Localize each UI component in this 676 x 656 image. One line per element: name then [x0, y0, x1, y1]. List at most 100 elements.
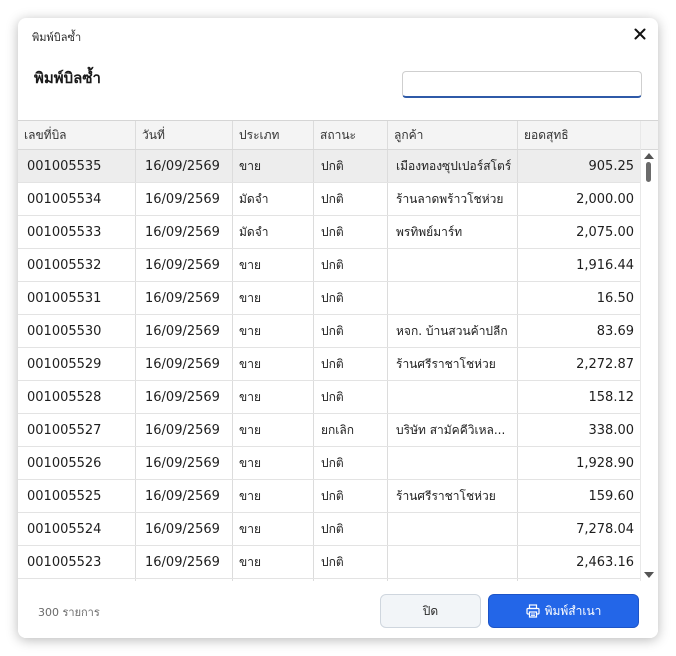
cell-status: ปกติ: [314, 348, 388, 380]
table-row[interactable]: 001005535 16/09/2569 ขาย ปกติ เมืองทองซุปเปอ…: [18, 150, 641, 183]
cell-status: ปกติ: [314, 546, 388, 578]
cell-bill-no: 001005526: [18, 447, 136, 479]
cell-bill-no: 001005528: [18, 381, 136, 413]
search-input[interactable]: [402, 71, 642, 98]
close-dialog-label: ปิด: [422, 603, 439, 618]
cell-date: 16/09/2569: [136, 216, 233, 248]
cell-type: ขาย: [233, 480, 314, 512]
cell-bill-no: 001005522: [18, 579, 136, 581]
cell-type: ขาย: [233, 546, 314, 578]
cell-bill-no: 001005531: [18, 282, 136, 314]
cell-type: ขาย: [233, 282, 314, 314]
cell-bill-no: 001005534: [18, 183, 136, 215]
cell-customer: หจก. บ้านสวนค้าปลีก: [388, 315, 518, 347]
cell-date: 16/09/2569: [136, 183, 233, 215]
cell-date: 16/09/2569: [136, 447, 233, 479]
cell-customer: พรทิพย์มาร์ท: [388, 216, 518, 248]
cell-type: ขาย: [233, 414, 314, 446]
close-dialog-button[interactable]: ปิด: [380, 594, 481, 628]
cell-total: 159.60: [518, 480, 641, 512]
table-row[interactable]: 001005528 16/09/2569 ขาย ปกติ 158.12: [18, 381, 641, 414]
scroll-up-arrow-icon[interactable]: [644, 153, 654, 159]
scroll-thumb[interactable]: [646, 162, 651, 182]
cell-status: ปกติ: [314, 579, 388, 581]
cell-type: มัดจำ: [233, 183, 314, 215]
cell-customer: [388, 249, 518, 281]
cell-status: ปกติ: [314, 315, 388, 347]
cell-type: ขาย: [233, 579, 314, 581]
cell-customer: [388, 546, 518, 578]
cell-bill-no: 001005532: [18, 249, 136, 281]
cell-type: ขาย: [233, 150, 314, 182]
table-row[interactable]: 001005524 16/09/2569 ขาย ปกติ 7,278.04: [18, 513, 641, 546]
cell-status: ปกติ: [314, 150, 388, 182]
table-row[interactable]: 001005529 16/09/2569 ขาย ปกติ ร้านศรีราชาโชห…: [18, 348, 641, 381]
table-body: เลขที่บิล วันที่ ประเภท สถานะ ลูกค้า ยอด…: [18, 121, 641, 581]
cell-type: ขาย: [233, 447, 314, 479]
table-row[interactable]: 001005530 16/09/2569 ขาย ปกติ หจก. บ้านสวนค้…: [18, 315, 641, 348]
cell-status: ปกติ: [314, 249, 388, 281]
page-title: พิมพ์บิลซ้ำ: [34, 69, 101, 87]
cell-date: 16/09/2569: [136, 150, 233, 182]
dialog-footer: 300 รายการ ปิด พิมพ์สำเนา: [18, 581, 658, 638]
cell-date: 16/09/2569: [136, 381, 233, 413]
cell-status: ปกติ: [314, 447, 388, 479]
cell-date: 16/09/2569: [136, 348, 233, 380]
cell-type: ขาย: [233, 249, 314, 281]
table-row[interactable]: 001005527 16/09/2569 ขาย ยกเลิก บริษัท สามัค…: [18, 414, 641, 447]
cell-date: 16/09/2569: [136, 249, 233, 281]
cell-bill-no: 001005525: [18, 480, 136, 512]
cell-customer: บริษัท สามัคคีวิเหล...: [388, 414, 518, 446]
table-row[interactable]: 001005525 16/09/2569 ขาย ปกติ ร้านศรีราชาโชห…: [18, 480, 641, 513]
column-header-type[interactable]: ประเภท: [233, 121, 314, 149]
cell-total: 7,278.04: [518, 513, 641, 545]
table-row[interactable]: 001005533 16/09/2569 มัดจำ ปกติ พรทิพย์มาร์ท…: [18, 216, 641, 249]
cell-total: 338.00: [518, 414, 641, 446]
table-row[interactable]: 001005531 16/09/2569 ขาย ปกติ 16.50: [18, 282, 641, 315]
cell-date: 16/09/2569: [136, 282, 233, 314]
cell-bill-no: 001005524: [18, 513, 136, 545]
column-header-customer[interactable]: ลูกค้า: [388, 121, 518, 149]
cell-date: 16/09/2569: [136, 546, 233, 578]
table-rows: 001005535 16/09/2569 ขาย ปกติ เมืองทองซุปเปอ…: [18, 150, 641, 581]
column-header-status[interactable]: สถานะ: [314, 121, 388, 149]
cell-customer: [388, 513, 518, 545]
cell-date: 16/09/2569: [136, 414, 233, 446]
scroll-down-arrow-icon[interactable]: [644, 572, 654, 578]
scrollbar-header-gap: [641, 121, 658, 150]
cell-status: ปกติ: [314, 480, 388, 512]
print-copy-label: พิมพ์สำเนา: [544, 603, 602, 618]
cell-customer: ร้านศรีราชาโชห่วย: [388, 480, 518, 512]
column-header-bill-no[interactable]: เลขที่บิล: [18, 121, 136, 149]
column-header-total[interactable]: ยอดสุทธิ: [518, 121, 641, 149]
cell-status: ปกติ: [314, 513, 388, 545]
cell-status: ปกติ: [314, 381, 388, 413]
cell-customer: [388, 282, 518, 314]
table-row[interactable]: 001005523 16/09/2569 ขาย ปกติ 2,463.16: [18, 546, 641, 579]
cell-status: ยกเลิก: [314, 414, 388, 446]
reprint-bill-dialog: พิมพ์บิลซ้ำ พิมพ์บิลซ้ำ เลขที่บิล วันที่…: [18, 18, 658, 638]
cell-customer: [388, 381, 518, 413]
close-icon: [634, 28, 646, 40]
window-title: พิมพ์บิลซ้ำ: [32, 31, 82, 44]
cell-customer: ร้านศรีราชาโชห่วย: [388, 348, 518, 380]
cell-total: 83.69: [518, 315, 641, 347]
table-header: เลขที่บิล วันที่ ประเภท สถานะ ลูกค้า ยอด…: [18, 121, 641, 150]
cell-total: 2,463.16: [518, 546, 641, 578]
cell-type: ขาย: [233, 513, 314, 545]
cell-customer: [388, 579, 518, 581]
cell-total: 1,928.90: [518, 447, 641, 479]
print-copy-button[interactable]: พิมพ์สำเนา: [488, 594, 639, 628]
table-row[interactable]: 001005526 16/09/2569 ขาย ปกติ 1,928.90: [18, 447, 641, 480]
cell-date: 16/09/2569: [136, 513, 233, 545]
cell-type: มัดจำ: [233, 216, 314, 248]
cell-bill-no: 001005533: [18, 216, 136, 248]
column-header-date[interactable]: วันที่: [136, 121, 233, 149]
vertical-scrollbar[interactable]: [640, 121, 658, 581]
printer-icon: [525, 604, 540, 618]
table-row[interactable]: 001005534 16/09/2569 มัดจำ ปกติ ร้านลาดพร้าว…: [18, 183, 641, 216]
cell-total: 16.50: [518, 282, 641, 314]
close-button[interactable]: [630, 24, 650, 44]
table-row[interactable]: 001005532 16/09/2569 ขาย ปกติ 1,916.44: [18, 249, 641, 282]
cell-status: ปกติ: [314, 216, 388, 248]
